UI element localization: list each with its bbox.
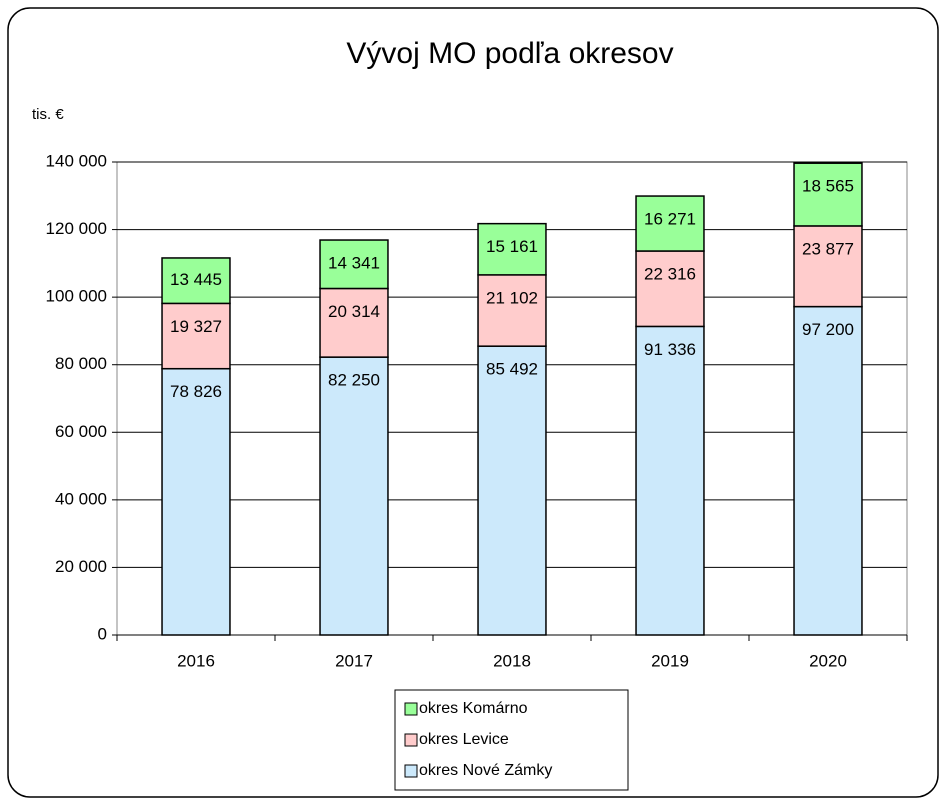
data-label: 19 327	[170, 317, 222, 336]
y-tick-label: 120 000	[46, 219, 107, 238]
data-label: 14 341	[328, 254, 380, 273]
bar-segment	[161, 367, 231, 636]
bar-segment	[161, 302, 231, 370]
bar-segment	[477, 345, 547, 636]
legend	[394, 689, 629, 791]
data-label: 16 271	[644, 210, 696, 229]
x-tick-label: 2018	[493, 651, 531, 670]
data-label: 82 250	[328, 371, 380, 390]
bar-segment	[635, 250, 705, 328]
data-label: 20 314	[328, 302, 380, 321]
y-tick-label: 40 000	[55, 489, 107, 508]
legend-label: okres Levice	[419, 731, 509, 748]
data-label: 91 336	[644, 340, 696, 359]
x-tick-label: 2017	[335, 651, 373, 670]
data-label: 13 445	[170, 270, 222, 289]
x-tick-label: 2020	[809, 651, 847, 670]
data-label: 78 826	[170, 382, 222, 401]
data-label: 21 102	[486, 288, 538, 307]
legend-swatch	[404, 702, 418, 716]
y-tick-label: 140 000	[46, 151, 107, 170]
y-tick-label: 20 000	[55, 557, 107, 576]
bar-segment	[319, 239, 389, 290]
bar-segment	[793, 305, 863, 636]
chart-title: Vývoj MO podľa okresov	[346, 37, 673, 70]
data-label: 22 316	[644, 265, 696, 284]
data-label: 18 565	[802, 177, 854, 196]
bar-segment	[477, 274, 547, 347]
y-tick-label: 60 000	[55, 422, 107, 441]
y-tick-label: 80 000	[55, 354, 107, 373]
legend-label: okres Komárno	[419, 700, 528, 717]
y-tick-label: 100 000	[46, 287, 107, 306]
y-tick-label: 0	[98, 624, 107, 643]
bar-segment	[319, 356, 389, 636]
bar-segment	[793, 225, 863, 308]
bar-segment	[161, 257, 231, 305]
legend-swatch	[404, 733, 418, 747]
data-label: 23 877	[802, 239, 854, 258]
legend-swatch	[404, 764, 418, 778]
x-tick-label: 2019	[651, 651, 689, 670]
data-label: 97 200	[802, 320, 854, 339]
bar-segment	[793, 162, 863, 227]
bar-segment	[319, 287, 389, 358]
bar-segment	[477, 222, 547, 276]
bar-segment	[635, 195, 705, 252]
data-label: 15 161	[486, 237, 538, 256]
x-tick-label: 2016	[177, 651, 215, 670]
data-label: 85 492	[486, 360, 538, 379]
y-axis-label: tis. €	[32, 106, 64, 123]
bar-segment	[635, 325, 705, 636]
legend-label: okres Nové Zámky	[419, 762, 552, 779]
chart-frame	[7, 7, 939, 798]
